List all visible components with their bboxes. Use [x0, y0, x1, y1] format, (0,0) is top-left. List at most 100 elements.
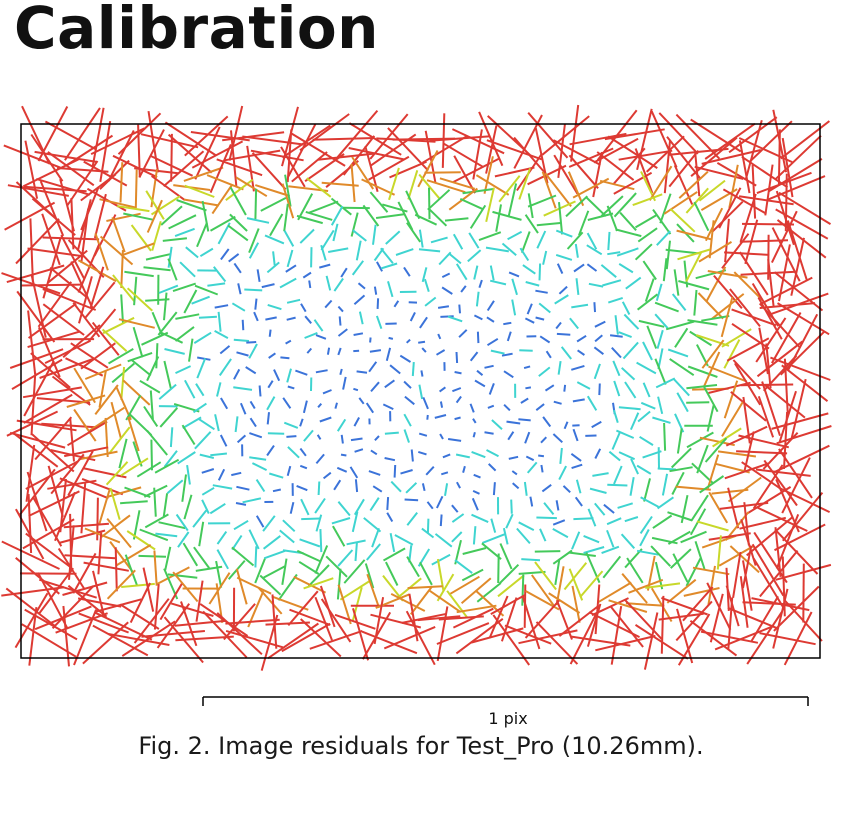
residual-vector: [686, 384, 718, 390]
residual-vector: [508, 271, 520, 278]
residual-vector: [578, 210, 590, 236]
residual-vector: [462, 547, 487, 555]
residual-vector: [751, 597, 810, 612]
residual-vector: [626, 557, 644, 584]
residual-vector: [690, 118, 742, 153]
residual-vector: [380, 247, 394, 264]
residual-vector: [15, 557, 60, 595]
residual-vector: [216, 612, 263, 656]
residual-vector: [267, 622, 319, 660]
residual-vector: [708, 365, 748, 383]
residual-vector: [696, 444, 709, 474]
residual-vector: [312, 137, 375, 141]
residual-vector: [746, 611, 783, 665]
residual-vector: [623, 313, 640, 330]
residual-vector: [286, 435, 297, 438]
residual-vector: [703, 386, 719, 413]
residual-vector: [170, 133, 173, 182]
residual-vector: [220, 397, 229, 410]
residual-vector: [778, 448, 813, 499]
residual-vector: [667, 348, 689, 358]
residual-vector: [553, 154, 579, 195]
residual-vector: [518, 629, 578, 645]
residual-vector: [24, 608, 78, 641]
residual-vector: [755, 317, 787, 363]
residual-vector: [248, 343, 258, 359]
residual-vector: [385, 561, 399, 586]
residual-vector: [256, 269, 261, 282]
residual-vector: [469, 403, 475, 413]
residual-vector: [369, 349, 382, 353]
residual-vector: [184, 379, 196, 399]
residual-vector: [211, 183, 234, 215]
residual-vector: [732, 551, 742, 598]
residual-vector: [696, 520, 729, 532]
residual-vector: [118, 318, 155, 329]
residual-vector: [282, 519, 296, 533]
residual-vector: [729, 545, 760, 574]
residual-vector: [657, 496, 674, 510]
residual-vector: [188, 338, 194, 362]
residual-vector: [235, 502, 247, 506]
residual-vector: [485, 246, 509, 253]
residual-vector: [254, 558, 266, 584]
residual-vector: [158, 521, 186, 530]
residual-vector: [707, 565, 716, 605]
residual-vector: [475, 174, 510, 196]
residual-vector: [358, 311, 364, 325]
residual-vector: [30, 372, 37, 436]
residual-vector: [472, 489, 480, 495]
residual-vector: [272, 488, 282, 493]
residual-vector: [89, 406, 125, 432]
residual-vector: [458, 304, 461, 314]
residual-vector: [540, 436, 548, 444]
residual-vector: [544, 384, 555, 392]
residual-vector: [365, 402, 375, 414]
residual-vector: [705, 266, 727, 302]
residual-vector: [448, 575, 480, 596]
residual-vector: [701, 315, 730, 322]
residual-vector: [535, 621, 579, 665]
residual-vector: [725, 425, 768, 447]
residual-vector: [70, 261, 94, 309]
residual-vector: [661, 596, 708, 616]
residual-vector: [538, 302, 551, 314]
residual-vector: [271, 595, 309, 611]
residual-vector: [397, 201, 414, 231]
residual-vector: [354, 448, 364, 453]
residual-vector: [163, 360, 172, 389]
residual-vector: [689, 620, 738, 657]
residual-vector: [672, 377, 690, 397]
residual-vector: [639, 515, 653, 534]
residual-vector: [552, 528, 569, 539]
residual-vector: [291, 151, 328, 183]
residual-vector: [424, 296, 437, 307]
residual-vector: [738, 137, 793, 164]
residual-vector: [522, 264, 536, 275]
residual-vector: [559, 447, 563, 465]
residual-vector: [774, 523, 826, 552]
residual-vector: [524, 431, 531, 444]
residual-vector: [553, 400, 562, 405]
residual-vector: [214, 414, 220, 432]
residual-vector: [420, 370, 424, 377]
residual-vector: [319, 529, 323, 553]
residual-vector: [371, 527, 380, 548]
residual-vector: [31, 496, 63, 547]
residual-vector: [389, 364, 401, 375]
residual-vector: [102, 316, 135, 335]
residual-vector: [67, 450, 94, 496]
residual-vector: [621, 301, 631, 315]
residual-vector: [246, 145, 255, 192]
residual-vector: [195, 580, 204, 622]
residual-vector: [712, 427, 742, 448]
residual-vector: [431, 553, 451, 566]
residual-vector: [326, 347, 331, 355]
residual-vector: [209, 502, 226, 515]
residual-vector: [771, 312, 802, 364]
residual-vector: [435, 495, 444, 509]
residual-vector: [685, 251, 703, 282]
residual-vector: [98, 370, 107, 408]
residual-vector: [120, 366, 126, 400]
residual-vector: [673, 269, 680, 296]
